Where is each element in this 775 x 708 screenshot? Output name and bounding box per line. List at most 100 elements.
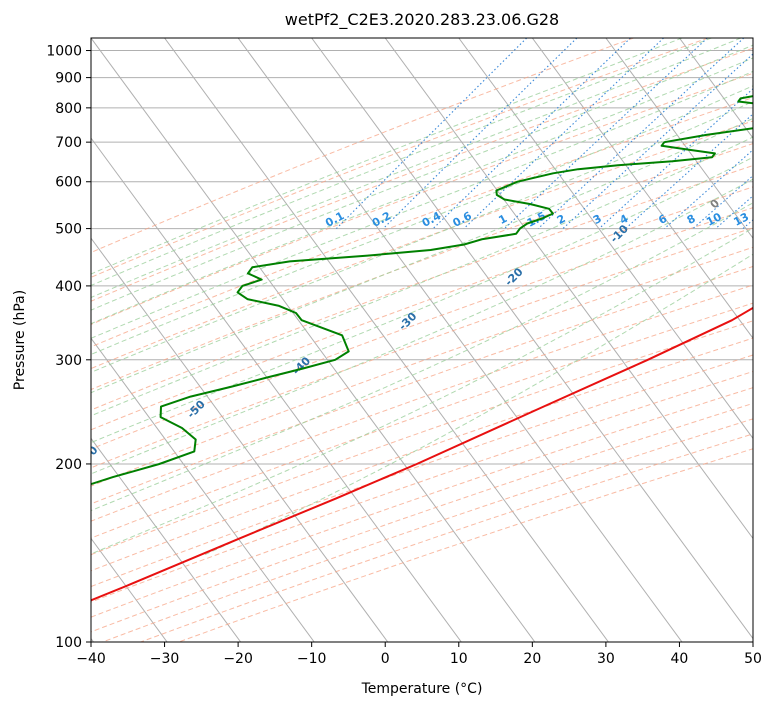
x-axis-label: Temperature (°C) (361, 681, 483, 697)
mixing-ratio-line (692, 174, 753, 230)
x-tick-label: 30 (597, 651, 615, 667)
dry-adiabat-line (91, 246, 753, 487)
dry-adiabat-line (140, 433, 753, 642)
isotherm-line (531, 38, 753, 340)
moist-adiabat-line (91, 38, 712, 287)
mixing-ratio-label: 0.6 (451, 209, 475, 230)
mixing-ratio-label: 2 (555, 212, 568, 227)
profile-series (91, 95, 753, 602)
isotherm-line (679, 38, 753, 139)
mixing-ratio-label: 6 (656, 212, 669, 227)
mixing-ratio-line (432, 38, 631, 229)
dry-adiabat-line (91, 320, 753, 556)
y-tick-label: 100 (55, 635, 82, 651)
x-axis-ticks: −40 −30 −20 −10 0 10 20 30 40 50 (76, 642, 762, 667)
isotherm-line (91, 38, 536, 642)
dry-adiabat-lines (91, 38, 753, 642)
plot-area: -100-90-80-70-60-50-40-30-20-10010203040… (77, 38, 775, 642)
mixing-ratio-label: 16 (754, 210, 774, 229)
moist-adiabat-line (91, 70, 753, 339)
dry-adiabat-line (91, 402, 753, 633)
dry-adiabat-line (91, 337, 753, 572)
y-tick-label: 400 (55, 279, 82, 295)
mixing-ratio-line (664, 149, 753, 230)
dry-adiabat-line (91, 120, 753, 370)
dry-adiabat-line (91, 265, 753, 505)
dry-adiabat-line (91, 370, 753, 603)
x-tick-label: −20 (223, 651, 253, 667)
x-tick-label: 20 (523, 651, 541, 667)
x-tick-label: 10 (450, 651, 468, 667)
x-tick-label: −10 (297, 651, 327, 667)
isotherm-line (458, 38, 753, 440)
mixing-ratio-label: 8 (685, 212, 698, 227)
dry-adiabat-line (91, 72, 753, 325)
mixing-ratio-label: 10 (704, 210, 724, 229)
isotherm-line (164, 38, 609, 642)
mixing-ratio-label: 3 (591, 212, 604, 227)
y-tick-label: 700 (55, 135, 82, 151)
dry-adiabat-line (91, 302, 753, 539)
dry-adiabat-label: -20 (502, 265, 525, 288)
moist-adiabat-line (91, 38, 741, 299)
mixing-ratio-line (598, 88, 753, 230)
moist-adiabat-line (91, 117, 753, 394)
mixing-ratio-line (765, 38, 775, 229)
dry-adiabat-line (91, 227, 753, 469)
moist-adiabat-line (91, 85, 753, 356)
dry-adiabat-line (91, 186, 753, 431)
moist-adiabat-line (91, 38, 683, 275)
moist-adiabat-line (91, 44, 753, 311)
x-tick-label: 40 (671, 651, 689, 667)
x-tick-label: −30 (150, 651, 180, 667)
dry-adiabat-line (91, 354, 753, 588)
dry-adiabat-line (91, 284, 753, 522)
y-tick-label: 500 (55, 222, 82, 238)
dry-adiabat-line (91, 143, 753, 391)
moist-adiabat-line (202, 253, 753, 557)
isotherm-line (91, 237, 389, 642)
y-tick-label: 200 (55, 457, 82, 473)
y-axis-ticks: 1000 900 800 700 600 500 400 300 200 100 (46, 44, 91, 651)
dry-adiabat-line (91, 38, 634, 254)
dry-adiabat-line (91, 96, 753, 348)
mixing-ratio-label: 0.1 (323, 209, 346, 230)
dry-adiabat-line (91, 47, 753, 302)
y-axis-label: Pressure (hPa) (12, 290, 28, 390)
mixing-ratio-line (562, 53, 753, 230)
x-tick-label: 0 (381, 651, 390, 667)
dry-adiabat-label: -60 (77, 443, 100, 466)
isotherm-line (91, 137, 462, 642)
mixing-ratio-line (537, 38, 745, 230)
moist-adiabat-line (91, 156, 753, 444)
x-tick-label: 50 (744, 651, 762, 667)
dry-adiabat-line (91, 164, 753, 411)
y-tick-label: 300 (55, 353, 82, 369)
mixing-ratio-label: 13 (731, 210, 751, 229)
temperature-profile-line (91, 306, 753, 602)
moist-adiabat-line (91, 100, 753, 373)
mixing-ratio-line (463, 38, 664, 229)
y-tick-label: 600 (55, 175, 82, 191)
y-tick-label: 900 (55, 71, 82, 87)
dry-adiabat-line (91, 38, 709, 278)
y-tick-label: 800 (55, 101, 82, 117)
x-tick-label: −40 (76, 651, 106, 667)
moist-adiabat-line (91, 202, 753, 512)
mixing-ratio-line (336, 38, 528, 229)
moist-adiabat-lines (91, 38, 753, 557)
dry-adiabat-line (102, 418, 753, 642)
dewpoint-profile-line (91, 95, 753, 486)
moist-adiabat-line (91, 136, 753, 417)
moist-adiabat-line (91, 178, 753, 475)
plot-frame (90, 37, 754, 643)
isotherm-line (384, 38, 753, 540)
isotherm-line (91, 437, 242, 642)
isotherm-line (91, 537, 168, 642)
isotherm-lines (91, 38, 753, 642)
isobar-lines (91, 50, 753, 642)
mixing-ratio-line (504, 38, 708, 229)
dry-adiabat-label: -30 (396, 310, 419, 333)
isotherm-line (752, 38, 753, 39)
